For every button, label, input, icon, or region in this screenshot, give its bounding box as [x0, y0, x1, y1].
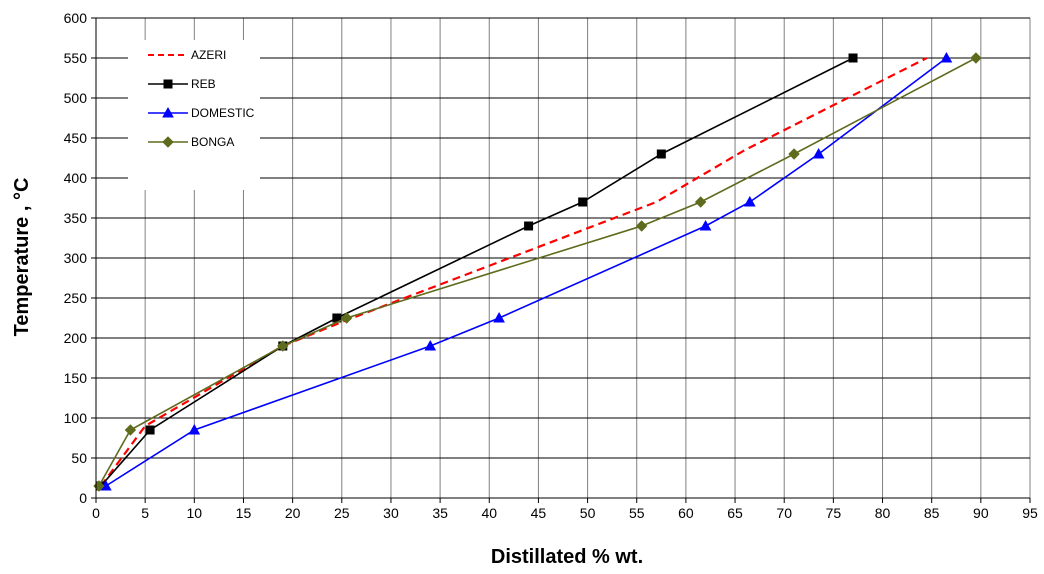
legend-item-azeri: AZERI: [148, 48, 226, 62]
data-point-reb: [524, 221, 534, 231]
y-tick-label: 150: [64, 370, 88, 386]
data-point-domestic: [812, 147, 825, 159]
legend-label-domestic: DOMESTIC: [191, 106, 255, 120]
y-tick-label: 500: [64, 90, 88, 106]
x-tick-label: 0: [92, 505, 100, 521]
data-point-reb: [578, 197, 588, 207]
data-point-domestic: [424, 339, 437, 351]
x-tick-label: 30: [383, 505, 399, 521]
x-tick-label: 50: [580, 505, 596, 521]
data-point-reb: [656, 149, 666, 159]
x-tick-label: 95: [1022, 505, 1038, 521]
y-tick-label: 600: [64, 10, 88, 26]
series-line-reb: [100, 57, 854, 487]
data-point-domestic: [940, 51, 953, 63]
series-azeri: [100, 57, 928, 487]
x-tick-label: 60: [678, 505, 694, 521]
data-point-bonga: [124, 424, 137, 436]
data-point-bonga: [340, 312, 353, 324]
axes: [91, 17, 1031, 503]
x-tick-label: 65: [727, 505, 743, 521]
data-point-bonga: [788, 148, 800, 160]
y-tick-label: 50: [71, 450, 87, 466]
series-line-domestic: [105, 57, 947, 487]
data-point-bonga: [635, 220, 648, 232]
series-line-bonga: [98, 57, 977, 487]
x-tick-label: 25: [334, 505, 350, 521]
x-tick-label: 55: [629, 505, 645, 521]
data-point-bonga: [277, 340, 289, 352]
x-tick-label: 20: [285, 505, 301, 521]
data-point-bonga: [970, 52, 982, 64]
y-tick-label: 450: [64, 130, 88, 146]
x-tick-label: 40: [481, 505, 497, 521]
legend-marker-bonga: [162, 136, 174, 148]
x-tick-label: 45: [531, 505, 547, 521]
x-tick-label: 35: [432, 505, 448, 521]
legend: AZERI REB DOMESTIC BONGA: [128, 40, 260, 190]
y-tick-label: 550: [64, 50, 88, 66]
x-tick-label: 5: [141, 505, 149, 521]
series-line-azeri: [100, 57, 928, 487]
legend-marker-reb: [163, 79, 173, 89]
x-tick-label: 80: [875, 505, 891, 521]
x-axis-title: Distillated % wt.: [491, 546, 643, 568]
legend-marker-domestic: [162, 106, 174, 118]
data-point-domestic: [188, 423, 201, 435]
x-tick-label: 15: [236, 505, 252, 521]
legend-box: [128, 40, 260, 190]
x-tick-label: 75: [826, 505, 842, 521]
legend-label-reb: REB: [191, 77, 216, 91]
legend-item-bonga: BONGA: [148, 135, 234, 149]
y-tick-label: 350: [64, 210, 88, 226]
legend-item-domestic: DOMESTIC: [148, 106, 255, 120]
data-point-domestic: [493, 311, 505, 323]
y-tick-label: 250: [64, 290, 88, 306]
x-tick-label: 70: [776, 505, 792, 521]
y-tick-label: 200: [64, 330, 88, 346]
y-tick-label: 300: [64, 250, 88, 266]
legend-label-azeri: AZERI: [191, 48, 226, 62]
series-domestic: [99, 51, 953, 491]
data-point-bonga: [694, 196, 707, 208]
data-point-reb: [848, 53, 858, 63]
data-point-domestic: [699, 219, 712, 231]
legend-label-bonga: BONGA: [191, 135, 234, 149]
x-tick-label: 90: [973, 505, 989, 521]
y-tick-label: 0: [79, 490, 87, 506]
data-point-reb: [145, 425, 155, 435]
x-tick-label: 85: [924, 505, 940, 521]
y-tick-label: 100: [64, 410, 88, 426]
legend-item-reb: REB: [148, 77, 216, 91]
tick-labels: 0 5 10 15 20 25 30 35 40 45 50 55 60 65 70 75 80 85 90 95 0 5…: [64, 10, 1038, 521]
y-axis-title: Temperature , °C: [11, 178, 33, 337]
data-point-domestic: [743, 195, 756, 207]
series-layer: [93, 51, 982, 492]
y-tick-label: 400: [64, 170, 88, 186]
x-tick-label: 10: [187, 505, 203, 521]
